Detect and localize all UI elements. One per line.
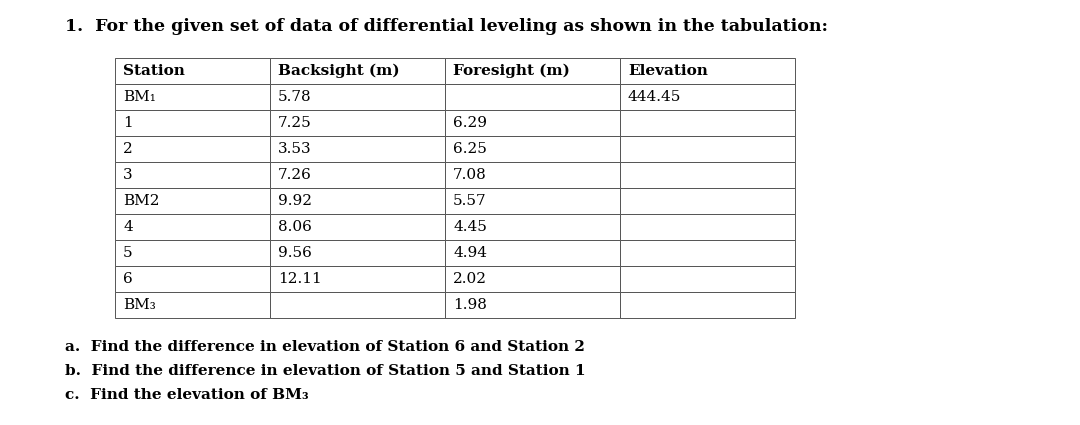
Bar [114, 136, 270, 162]
Bar [114, 240, 270, 266]
Text: b.  Find the difference in elevation of Station 5 and Station 1: b. Find the difference in elevation of S… [65, 364, 585, 378]
Text: 5: 5 [123, 246, 133, 260]
Text: 2.02: 2.02 [453, 272, 487, 286]
Bar [445, 214, 620, 240]
Text: 12.11: 12.11 [278, 272, 322, 286]
Bar [445, 58, 620, 84]
Bar [114, 162, 270, 188]
Text: a.  Find the difference in elevation of Station 6 and Station 2: a. Find the difference in elevation of S… [65, 340, 585, 354]
Text: 2: 2 [123, 142, 133, 156]
Text: 3.53: 3.53 [278, 142, 312, 156]
Bar [620, 58, 795, 84]
Text: 5.57: 5.57 [453, 194, 487, 208]
Text: 6.25: 6.25 [453, 142, 487, 156]
Text: 9.92: 9.92 [278, 194, 312, 208]
Bar [620, 240, 795, 266]
Bar [114, 110, 270, 136]
Bar [270, 84, 445, 110]
Bar [114, 292, 270, 318]
Text: 6: 6 [123, 272, 133, 286]
Text: BM2: BM2 [123, 194, 160, 208]
Bar [114, 84, 270, 110]
Bar [114, 188, 270, 214]
Bar [270, 240, 445, 266]
Bar [620, 188, 795, 214]
Text: 1.  For the given set of data of differential leveling as shown in the tabulatio: 1. For the given set of data of differen… [65, 18, 828, 35]
Text: 8.06: 8.06 [278, 220, 312, 234]
Text: Station: Station [123, 64, 185, 78]
Text: 1.98: 1.98 [453, 298, 487, 312]
Text: BM₃: BM₃ [123, 298, 156, 312]
Bar [620, 266, 795, 292]
Bar [114, 214, 270, 240]
Bar [445, 188, 620, 214]
Bar [445, 240, 620, 266]
Bar [270, 266, 445, 292]
Bar [114, 58, 270, 84]
Text: 444.45: 444.45 [627, 90, 681, 104]
Bar [620, 84, 795, 110]
Text: 6.29: 6.29 [453, 116, 487, 130]
Text: 1: 1 [123, 116, 133, 130]
Bar [620, 110, 795, 136]
Bar [445, 162, 620, 188]
Text: BM₁: BM₁ [123, 90, 156, 104]
Bar [620, 162, 795, 188]
Bar [270, 136, 445, 162]
Bar [270, 292, 445, 318]
Text: 4: 4 [123, 220, 133, 234]
Text: 7.08: 7.08 [453, 168, 487, 182]
Bar [270, 58, 445, 84]
Bar [445, 292, 620, 318]
Bar [114, 266, 270, 292]
Bar [445, 110, 620, 136]
Text: Foresight (m): Foresight (m) [453, 64, 570, 78]
Text: 4.45: 4.45 [453, 220, 487, 234]
Text: 7.26: 7.26 [278, 168, 312, 182]
Bar [270, 162, 445, 188]
Bar [445, 136, 620, 162]
Text: 3: 3 [123, 168, 133, 182]
Text: c.  Find the elevation of BM₃: c. Find the elevation of BM₃ [65, 388, 309, 402]
Text: 7.25: 7.25 [278, 116, 312, 130]
Text: 4.94: 4.94 [453, 246, 487, 260]
Text: 5.78: 5.78 [278, 90, 312, 104]
Bar [620, 136, 795, 162]
Bar [620, 292, 795, 318]
Bar [620, 214, 795, 240]
Text: Backsight (m): Backsight (m) [278, 64, 400, 78]
Bar [270, 110, 445, 136]
Bar [445, 266, 620, 292]
Text: Elevation: Elevation [627, 64, 707, 78]
Bar [270, 214, 445, 240]
Bar [445, 84, 620, 110]
Bar [270, 188, 445, 214]
Text: 9.56: 9.56 [278, 246, 312, 260]
